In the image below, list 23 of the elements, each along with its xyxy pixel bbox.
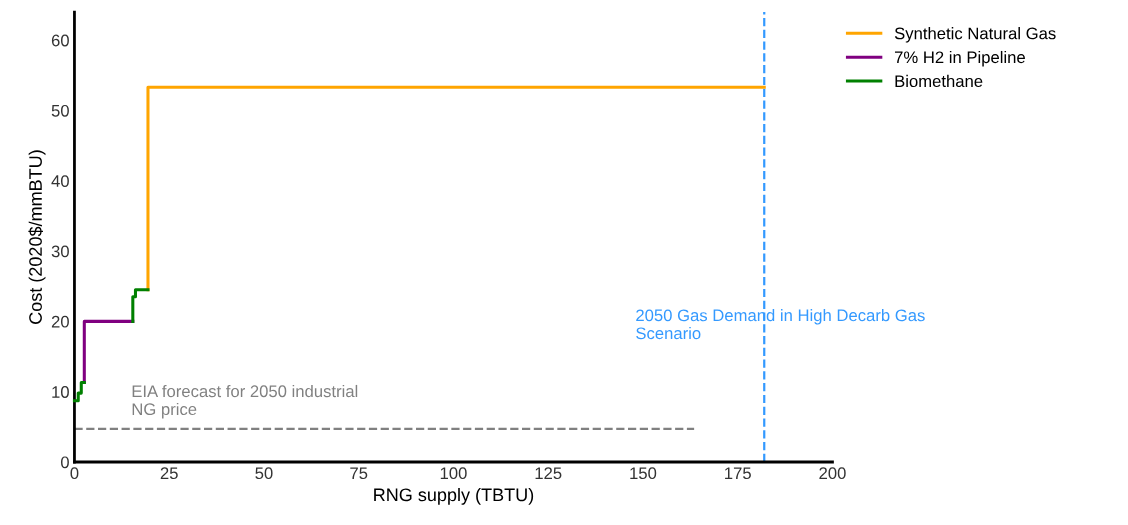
x-tick-label: 75 [350, 467, 368, 480]
x-tick-label: 50 [255, 467, 273, 480]
y-tick-label: 30 [51, 245, 69, 258]
annotation: EIA forecast for 2050 industrial NG price [132, 384, 358, 419]
legend-label: Synthetic Natural Gas [894, 27, 1056, 43]
y-tick-label: 20 [51, 315, 69, 328]
legend-label: 7% H2 in Pipeline [894, 50, 1025, 67]
y-tick-label: 60 [51, 34, 69, 47]
x-tick-label: 0 [70, 467, 79, 480]
x-tick-label: 25 [160, 467, 178, 480]
x-tick-label: 125 [535, 467, 562, 480]
x-axis-title: RNG supply (TBTU) [374, 487, 534, 505]
x-tick-label: 175 [725, 467, 751, 480]
x-tick-label: 150 [630, 467, 657, 480]
x-tick-label: 200 [819, 467, 846, 480]
y-tick-label: 10 [52, 386, 69, 398]
y-tick-label: 50 [51, 104, 69, 117]
ref-line-label: 2050 Gas Demand in High Decarb Gas Scenario [636, 309, 925, 340]
x-tick-label: 100 [440, 467, 467, 480]
y-tick-label: 40 [51, 175, 69, 187]
legend-label: Biomethane [895, 74, 983, 88]
y-axis-title: Cost (2020$/mmBTU) [28, 150, 46, 324]
y-tick-label: 0 [60, 456, 69, 469]
